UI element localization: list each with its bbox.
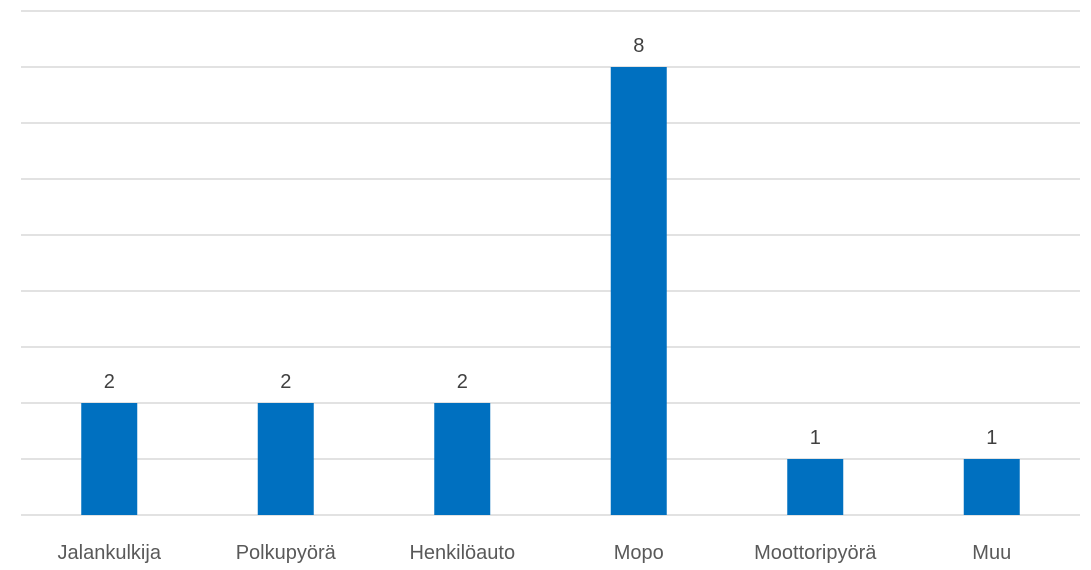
bar xyxy=(787,459,844,515)
data-label: 2 xyxy=(457,371,468,393)
category-label: Moottoripyörä xyxy=(754,542,877,564)
bar xyxy=(257,403,314,515)
data-label: 1 xyxy=(986,427,997,449)
category-label: Muu xyxy=(972,542,1011,564)
category-label: Polkupyörä xyxy=(236,542,337,564)
data-label: 1 xyxy=(810,427,821,449)
data-labels: 2 2 2 8 1 1 xyxy=(104,35,998,449)
bar xyxy=(963,459,1020,515)
category-label: Mopo xyxy=(614,542,664,564)
category-label: Henkilöauto xyxy=(409,542,515,564)
category-label: Jalankulkija xyxy=(58,542,162,564)
data-label: 2 xyxy=(280,371,291,393)
data-label: 2 xyxy=(104,371,115,393)
data-label: 8 xyxy=(633,35,644,57)
bar xyxy=(81,403,138,515)
gridlines xyxy=(21,10,1080,516)
bars xyxy=(81,67,1020,515)
bar xyxy=(610,67,667,515)
category-labels: Jalankulkija Polkupyörä Henkilöauto Mopo Moo… xyxy=(58,542,1012,564)
bar xyxy=(434,403,491,515)
